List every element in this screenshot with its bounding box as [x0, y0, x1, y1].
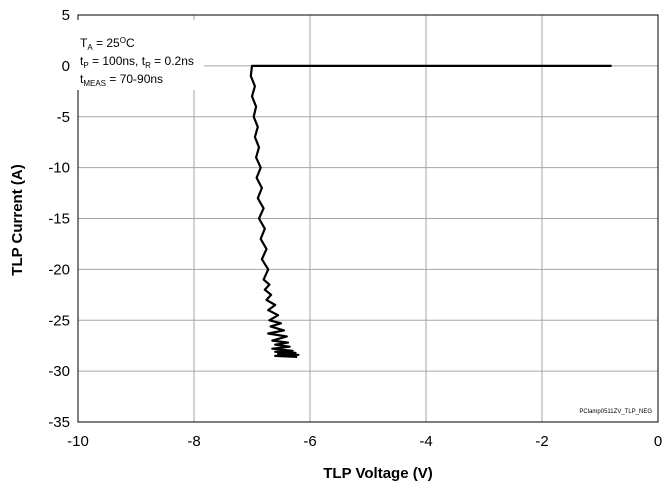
- y-tick-label: -25: [48, 312, 70, 329]
- y-tick-label: -15: [48, 211, 70, 228]
- x-axis-title: TLP Voltage (V): [323, 465, 432, 482]
- figure-id-label: PClamp0511ZV_TLP_NEG: [579, 409, 652, 415]
- annotation-tmeas: tMEAS = 70-90ns: [80, 72, 163, 88]
- y-tick-label: -30: [48, 363, 70, 380]
- x-tick-label: -4: [419, 433, 432, 450]
- y-tick-label: -10: [48, 160, 70, 177]
- plot-frame: [77, 14, 659, 423]
- y-tick-label: -5: [57, 109, 70, 126]
- x-tick-label: -2: [535, 433, 548, 450]
- x-tick-labels: -10 -8 -6 -4 -2 0: [67, 433, 662, 450]
- y-tick-label: -35: [48, 414, 70, 431]
- y-axis-title: TLP Current (A): [9, 164, 26, 275]
- y-tick-label: -20: [48, 261, 70, 278]
- x-tick-label: -6: [303, 433, 316, 450]
- annotation-background: [72, 20, 204, 90]
- tlp-curve: [249, 64, 612, 358]
- annotation-tp-tr: tP = 100ns, tR = 0.2ns: [80, 54, 194, 70]
- x-tick-label: -10: [67, 433, 89, 450]
- annotation-box: TA = 25OC tP = 100ns, tR = 0.2ns tMEAS =…: [72, 20, 204, 90]
- x-tick-label: 0: [654, 433, 662, 450]
- annotation-ta: TA = 25OC: [80, 36, 135, 52]
- y-tick-label: 0: [62, 58, 70, 75]
- y-tick-label: 5: [62, 7, 70, 24]
- x-tick-label: -8: [187, 433, 200, 450]
- y-tick-labels: 5 0 -5 -10 -15 -20 -25 -30 -35: [48, 7, 70, 431]
